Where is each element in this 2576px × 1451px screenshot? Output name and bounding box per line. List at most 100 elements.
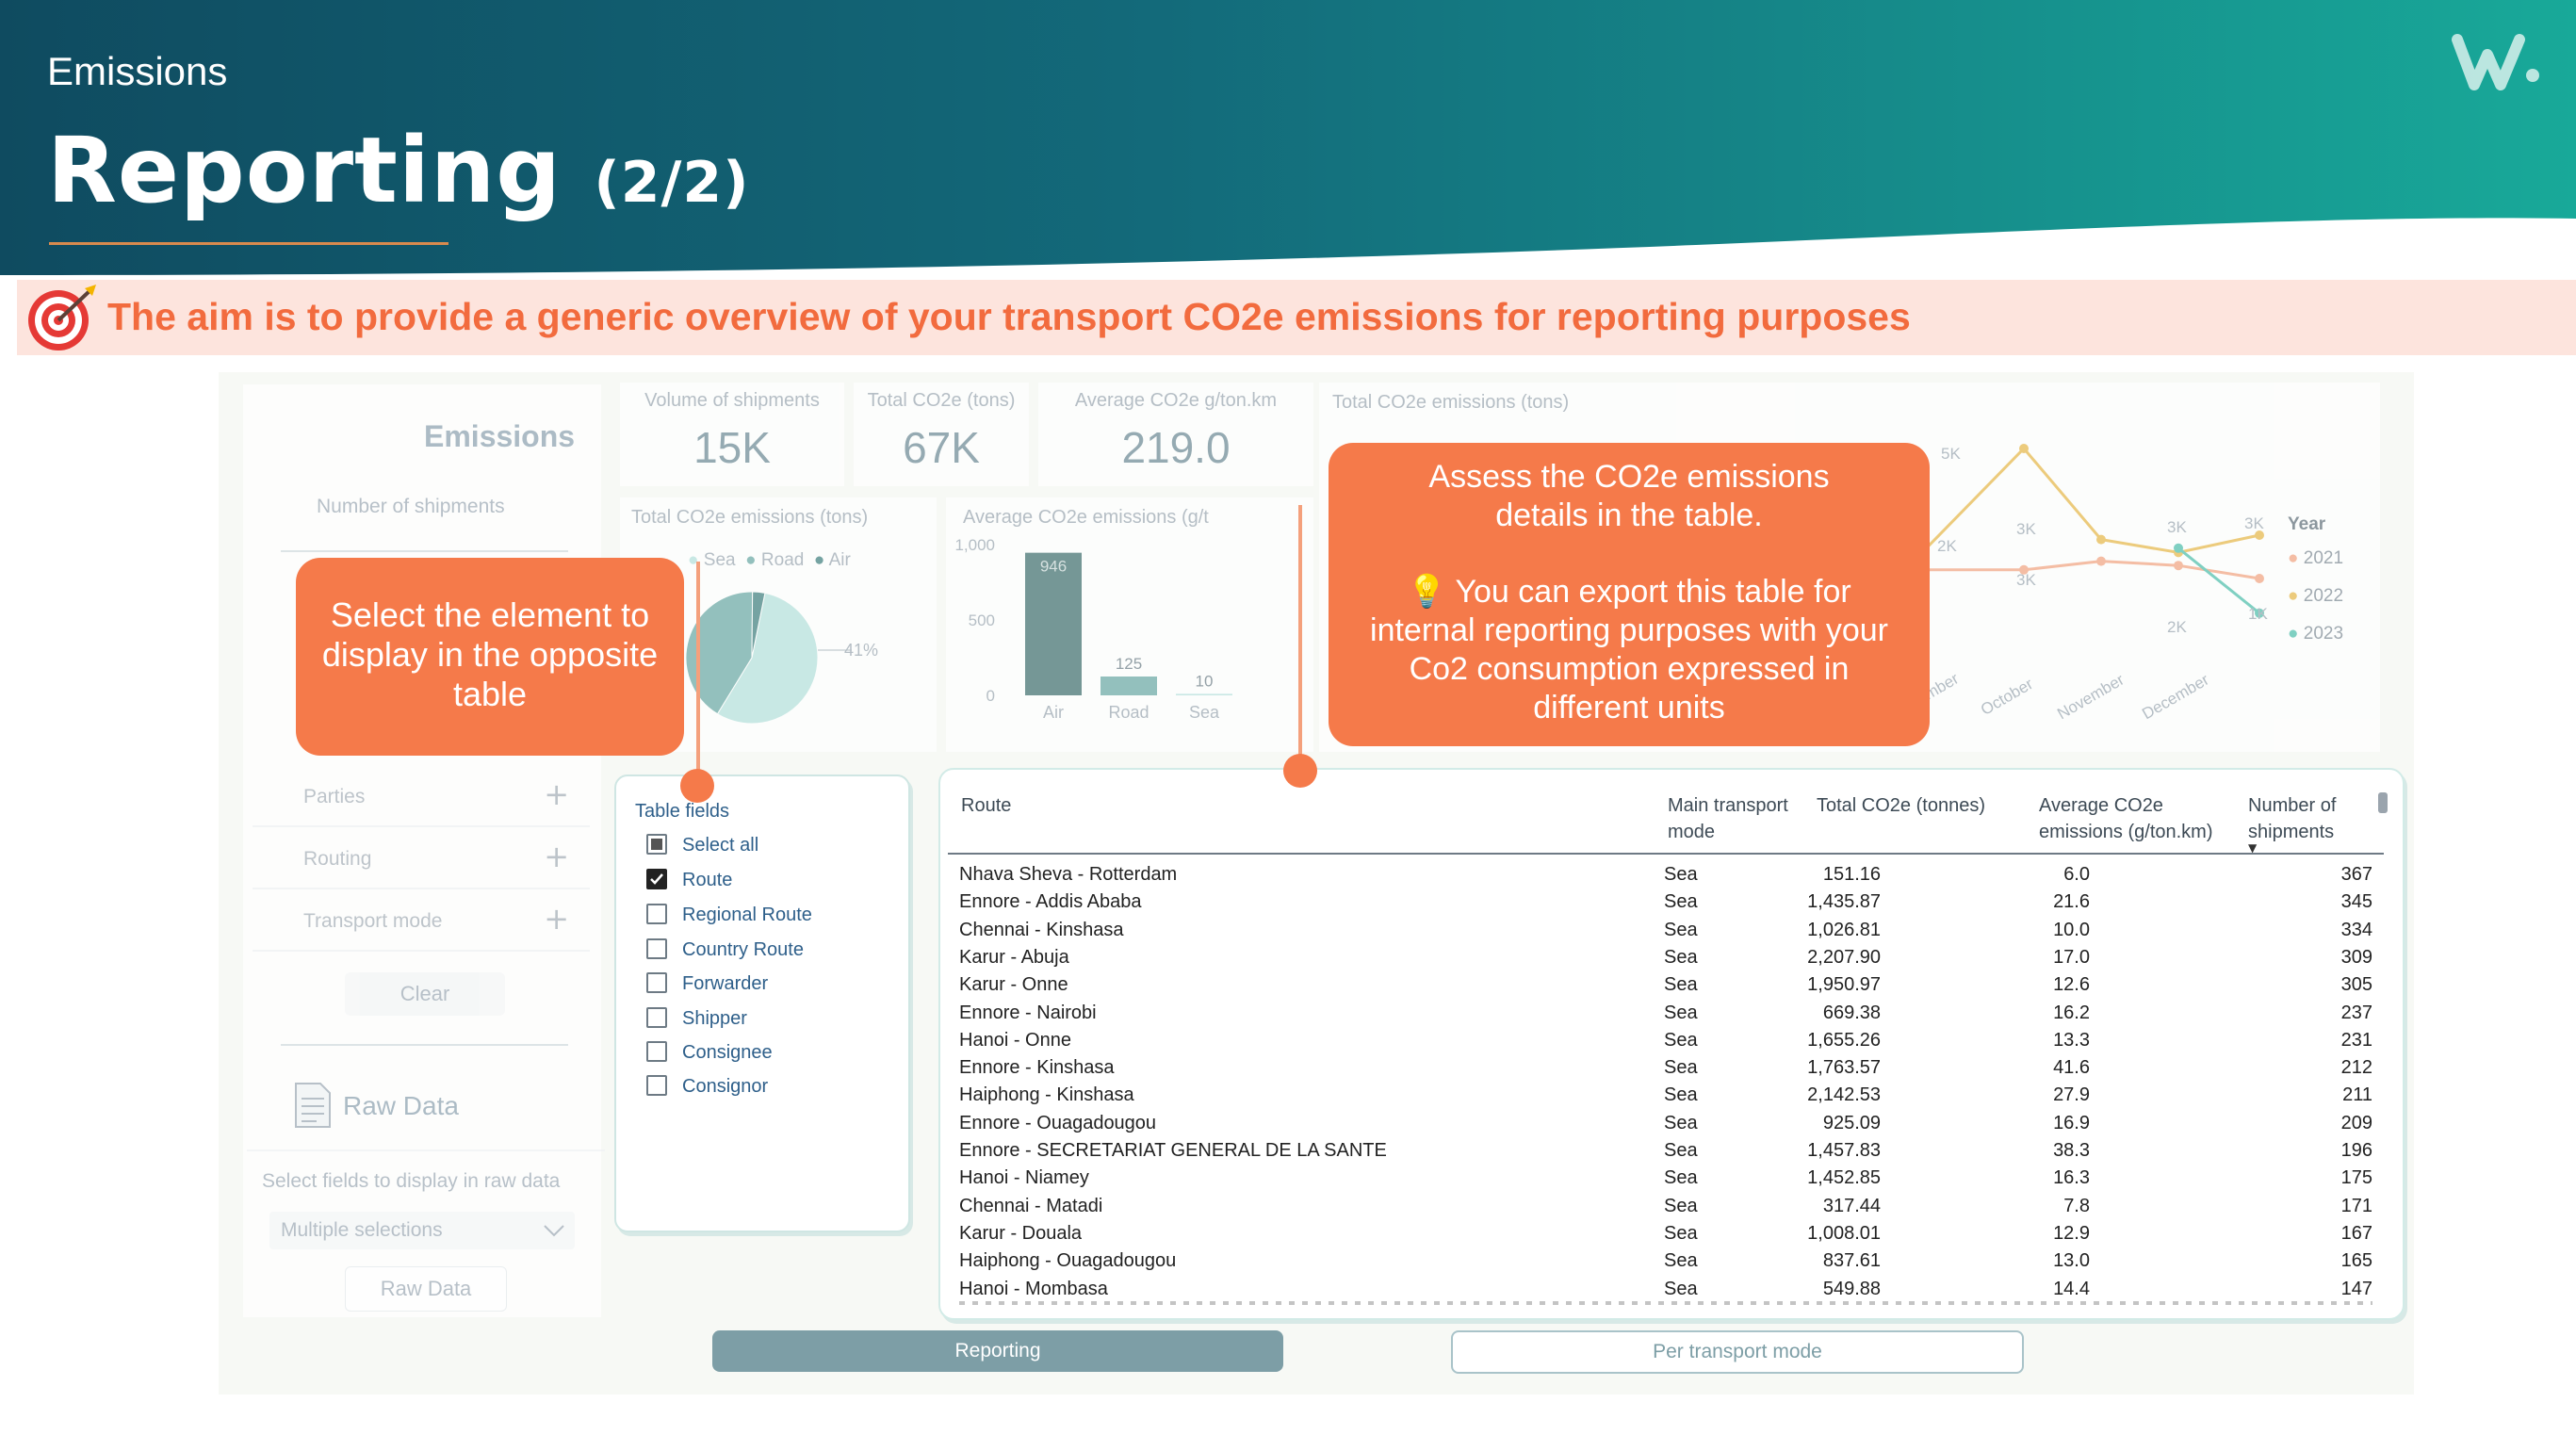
tab-per-transport-mode[interactable]: Per transport mode <box>1451 1330 2024 1374</box>
column-header-total-co2e[interactable]: Total CO2e (tonnes) <box>1817 795 1985 816</box>
line-label: 3K <box>2167 518 2187 536</box>
table-row[interactable]: Nhava Sheva - Rotterdam Sea 151.16 6.0 367 <box>959 862 2372 889</box>
expand-transport-mode-icon[interactable]: + <box>544 901 569 937</box>
field-shipper[interactable]: Shipper <box>646 1006 747 1036</box>
bar-chart: 1,000 500 0 946 Air 125 Road 10 Sea <box>954 536 1232 722</box>
table-row[interactable]: Haiphong - Kinshasa Sea 2,142.53 27.9 211 <box>959 1083 2372 1110</box>
checkbox-route[interactable] <box>646 868 667 889</box>
column-header-route[interactable]: Route <box>961 795 1012 816</box>
table-row[interactable]: Karur - Douala Sea 1,008.01 12.9 167 <box>959 1221 2372 1248</box>
cell-mode: Sea <box>1664 1057 1698 1079</box>
table-row[interactable]: Ennore - Nairobi Sea 669.38 16.2 237 <box>959 1001 2372 1028</box>
checkbox-consignor[interactable] <box>646 1074 667 1096</box>
clear-button[interactable]: Clear <box>345 972 505 1016</box>
line-series-2022 <box>1920 446 2260 554</box>
sidebar-divider-2 <box>281 1044 568 1046</box>
cell-total: 549.88 <box>1822 1278 1881 1299</box>
legend-year-2022: ● 2022 <box>2288 586 2343 607</box>
cell-route: Nhava Sheva - Rotterdam <box>959 864 1178 885</box>
cell-num: 237 <box>2340 1002 2372 1023</box>
cell-mode: Sea <box>1664 1167 1698 1189</box>
expand-routing-icon[interactable]: + <box>544 839 569 874</box>
filter-transport-mode[interactable]: Transport mode + <box>253 891 590 952</box>
cell-avg: 16.9 <box>2053 1112 2090 1133</box>
cell-mode: Sea <box>1664 919 1698 940</box>
select-fields-label: Select fields to display in raw data <box>262 1170 561 1192</box>
pie-chart: 41%3%55% <box>620 591 878 752</box>
field-forwarder[interactable]: Forwarder <box>646 971 768 1002</box>
table-row[interactable]: Karur - Abuja Sea 2,207.90 17.0 309 <box>959 945 2372 972</box>
cell-avg: 13.3 <box>2053 1029 2090 1051</box>
checkbox-select-all[interactable] <box>646 833 667 855</box>
kpi-average-co2e: Average CO2e g/ton.km 219.0 <box>1038 383 1313 486</box>
table-row[interactable]: Haiphong - Ouagadougou Sea 837.61 13.0 165 <box>959 1248 2372 1276</box>
pie-slice-air <box>751 591 766 659</box>
month-label: October <box>1978 675 2036 719</box>
filter-routing[interactable]: Routing + <box>253 829 590 889</box>
field-route[interactable]: Route <box>646 868 732 898</box>
callout-right-dot <box>1283 754 1317 788</box>
checkbox-forwarder[interactable] <box>646 971 667 993</box>
checkbox-consignee[interactable] <box>646 1040 667 1062</box>
table-row[interactable]: Ennore - Addis Ababa Sea 1,435.87 21.6 345 <box>959 889 2372 917</box>
cell-total: 2,207.90 <box>1807 946 1881 968</box>
number-of-shipments-label[interactable]: Number of shipments <box>317 496 505 517</box>
field-country-route[interactable]: Country Route <box>646 937 804 968</box>
bar-chart-card: Average CO2e emissions (g/t 1,000 500 0 946… <box>946 497 1313 752</box>
legend-sea: Sea <box>703 550 736 570</box>
field-consignee[interactable]: Consignee <box>646 1040 773 1070</box>
table-row[interactable]: Hanoi - Mombasa Sea 549.88 14.4 147 <box>959 1277 2372 1304</box>
table-scrollbar[interactable] <box>2378 792 2388 813</box>
bar-y-tick: 0 <box>986 687 995 705</box>
table-row[interactable]: Hanoi - Niamey Sea 1,452.85 16.3 175 <box>959 1166 2372 1193</box>
month-label: November <box>2054 670 2128 724</box>
table-row[interactable]: Chennai - Kinshasa Sea 1,026.81 10.0 334 <box>959 918 2372 945</box>
table-row[interactable]: Hanoi - Onne Sea 1,655.26 13.3 231 <box>959 1028 2372 1055</box>
table-row[interactable]: Ennore - SECRETARIAT GENERAL DE LA SANTE… <box>959 1138 2372 1166</box>
tab-reporting[interactable]: Reporting <box>712 1330 1283 1372</box>
callout-assess-emissions: Assess the CO2e emissions details in the… <box>1329 443 1930 746</box>
table-row[interactable]: Karur - Onne Sea 1,950.97 12.6 305 <box>959 972 2372 1000</box>
legend-dot-2021: ● <box>2288 548 2299 568</box>
field-regional-route[interactable]: Regional Route <box>646 903 812 933</box>
cell-mode: Sea <box>1664 1250 1698 1272</box>
section-label: Emissions <box>47 49 228 93</box>
raw-data-button[interactable]: Raw Data <box>345 1266 507 1312</box>
field-consignor[interactable]: Consignor <box>646 1074 768 1104</box>
cell-total: 2,142.53 <box>1807 1084 1881 1106</box>
header-line: mode <box>1668 822 1716 842</box>
checkmark-icon <box>650 872 663 885</box>
cell-total: 1,655.26 <box>1807 1029 1881 1051</box>
cell-num: 305 <box>2340 974 2372 996</box>
table-header-divider <box>948 853 2384 855</box>
filter-parties[interactable]: Parties + <box>253 767 590 827</box>
cell-mode: Sea <box>1664 1084 1698 1106</box>
bar-category-label: Sea <box>1189 703 1220 722</box>
column-header-number-of-shipments[interactable]: Number of shipments <box>2248 792 2336 845</box>
line-point-2021 <box>2174 561 2183 571</box>
column-header-transport-mode[interactable]: Main transport mode <box>1668 792 1788 845</box>
callout-left-text: Select the element to display in the opp… <box>321 595 659 713</box>
table-row[interactable]: Ennore - Kinshasa Sea 1,763.57 41.6 212 <box>959 1055 2372 1083</box>
table-fields-panel: Table fields Select all Route Regional R… <box>614 774 910 1232</box>
checkbox-regional-route[interactable] <box>646 903 667 924</box>
pie-slice-road <box>685 591 754 715</box>
column-header-average-co2e[interactable]: Average CO2e emissions (g/ton.km) <box>2039 792 2213 845</box>
table-row[interactable]: Chennai - Matadi Sea 317.44 7.8 171 <box>959 1194 2372 1221</box>
sort-descending-icon[interactable]: ▼ <box>2248 841 2258 855</box>
cell-mode: Sea <box>1664 1112 1698 1133</box>
header-banner <box>0 0 2576 283</box>
checkbox-shipper[interactable] <box>646 1006 667 1028</box>
kpi-label: Average CO2e g/ton.km <box>1074 390 1278 411</box>
cell-route: Hanoi - Mombasa <box>959 1278 1108 1299</box>
kpi-value: 15K <box>693 423 771 472</box>
raw-data-fields-dropdown[interactable]: Multiple selections <box>269 1212 575 1249</box>
expand-parties-icon[interactable]: + <box>544 776 569 812</box>
bar-sea <box>1176 693 1232 695</box>
table-fields-title: Table fields <box>635 801 730 822</box>
table-row[interactable]: Ennore - Ouagadougou Sea 925.09 16.9 209 <box>959 1111 2372 1138</box>
checkbox-country-route[interactable] <box>646 937 667 959</box>
field-select-all[interactable]: Select all <box>646 833 758 863</box>
cell-mode: Sea <box>1664 1278 1698 1299</box>
cell-total: 317.44 <box>1822 1195 1881 1216</box>
